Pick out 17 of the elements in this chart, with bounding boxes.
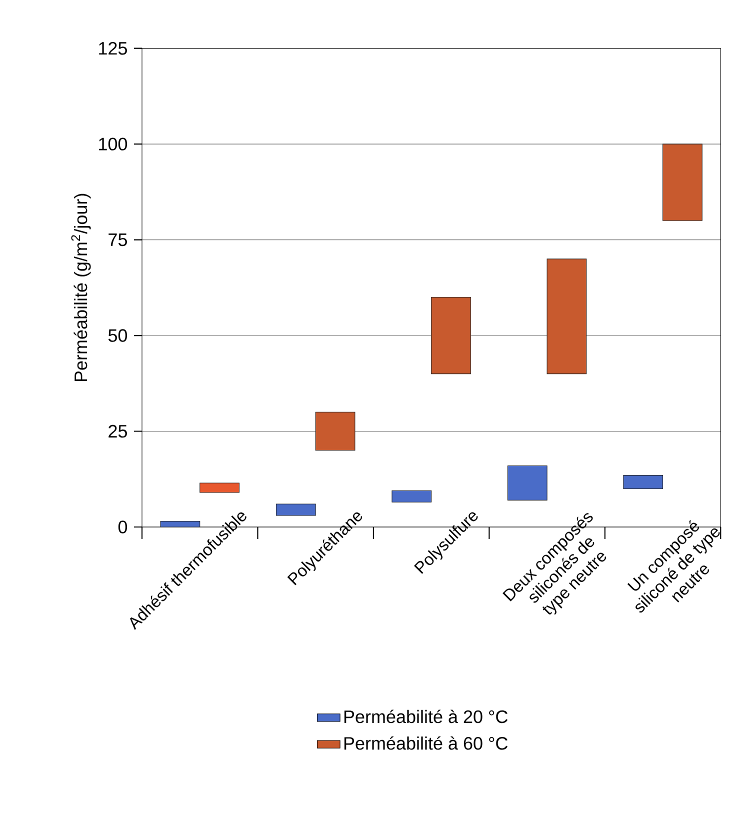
y-tick-label: 0: [118, 520, 128, 534]
bar: [431, 296, 471, 374]
y-tick-label: 125: [99, 42, 127, 55]
y-tick-label: 50: [108, 329, 128, 342]
legend-label: Perméabilité à 60 °C: [344, 736, 508, 750]
bar: [315, 412, 356, 451]
bar: [392, 490, 432, 502]
y-tick-label: 100: [99, 138, 128, 150]
y-axis-title: Perméabilité (g/m$^{2}$/jour): [71, 194, 91, 382]
bar: [662, 144, 702, 221]
y-tick-label: 25: [108, 424, 127, 438]
y-tick-label: 75: [108, 234, 127, 246]
bar: [546, 258, 587, 374]
bar: [623, 475, 664, 489]
legend-label: Perméabilité à 20 °C: [344, 710, 508, 724]
bar: [200, 482, 240, 493]
bar: [507, 465, 548, 500]
